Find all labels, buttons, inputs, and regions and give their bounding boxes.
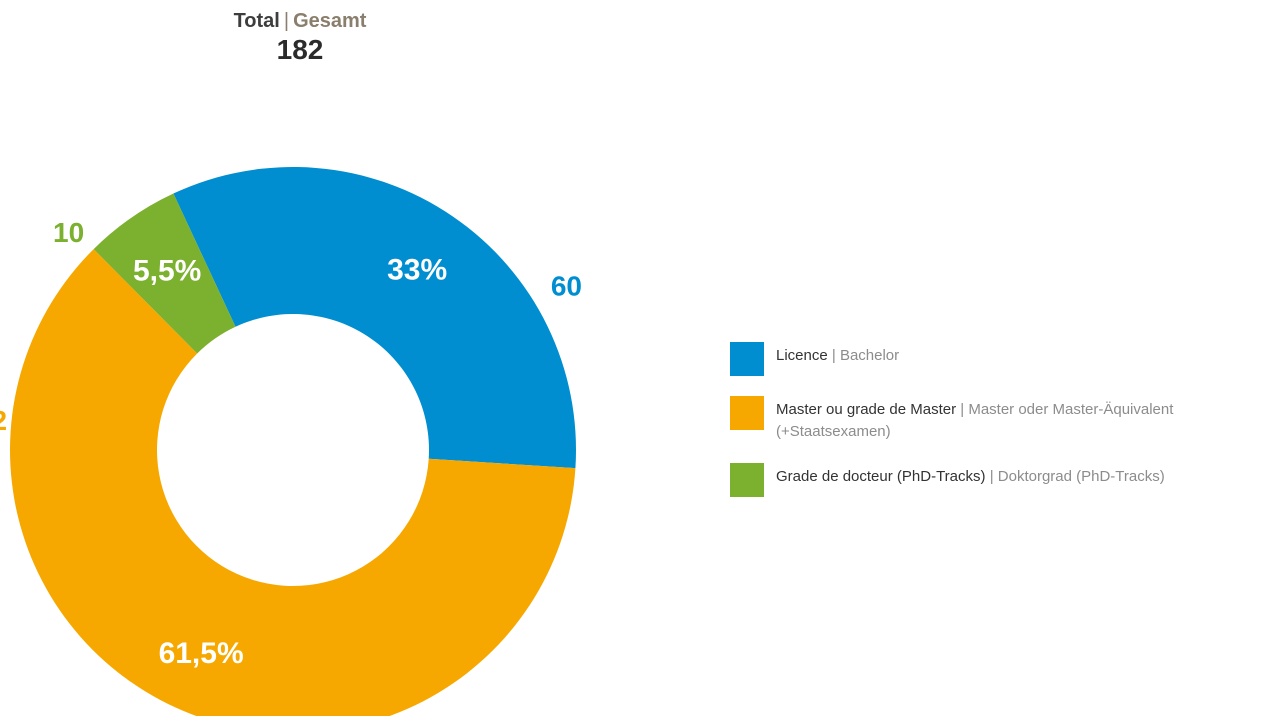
slice-value-label: 10	[53, 217, 84, 248]
donut-slice-1	[173, 166, 576, 469]
legend-label-fr: Master ou grade de Master	[776, 401, 957, 418]
legend-item: Licence | Bachelor	[730, 342, 1260, 376]
legend-label: Grade de docteur (PhD-Tracks) | Doktorgr…	[776, 463, 1165, 488]
legend-item: Grade de docteur (PhD-Tracks) | Doktorgr…	[730, 463, 1260, 497]
donut-slice-2	[10, 249, 576, 716]
legend-swatch	[730, 342, 764, 376]
legend-note: (+Staatsexamen)	[776, 423, 891, 440]
legend-label-de: Master oder Master-Äquivalent	[968, 401, 1174, 418]
slice-percent-label: 61,5%	[159, 637, 244, 670]
total-value: 182	[276, 34, 324, 65]
legend-separator: |	[985, 468, 998, 485]
total-label-separator: |	[283, 10, 290, 32]
legend-label-de: Bachelor	[839, 347, 900, 364]
legend: Licence | Bachelor Master ou grade de Mas…	[730, 342, 1260, 517]
legend-label-fr: Grade de docteur (PhD-Tracks)	[776, 468, 986, 485]
donut-chart: 33% 60 61,5% 112 5,5% 10	[0, 166, 582, 716]
legend-label: Master ou grade de Master | Master oder …	[776, 396, 1173, 443]
slice-percent-label: 33%	[387, 253, 447, 286]
slice-value-label: 60	[551, 270, 582, 301]
donut-slice-3	[93, 193, 236, 354]
chart-title: Total | Gesamt 182	[168, 8, 432, 66]
legend-separator: |	[827, 347, 840, 364]
total-label-de: Gesamt	[293, 10, 367, 32]
legend-item: Master ou grade de Master | Master oder …	[730, 396, 1260, 443]
slice-percent-label: 5,5%	[133, 255, 201, 288]
slice-value-label: 112	[0, 405, 7, 436]
total-label: Total | Gesamt	[168, 8, 432, 34]
legend-separator: |	[956, 401, 969, 418]
legend-swatch	[730, 463, 764, 497]
legend-label: Licence | Bachelor	[776, 342, 899, 367]
total-label-fr: Total	[233, 10, 280, 32]
legend-label-fr: Licence	[776, 347, 828, 364]
legend-swatch	[730, 396, 764, 430]
legend-label-de: Doktorgrad (PhD-Tracks)	[997, 468, 1165, 485]
